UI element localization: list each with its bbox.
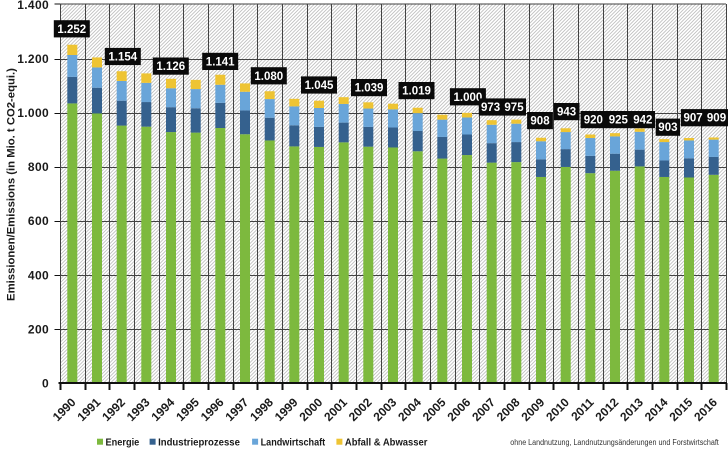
svg-text:Emissionen/Emissions (in Mio.: Emissionen/Emissions (in Mio. t CO2-equi… xyxy=(6,68,18,301)
svg-text:1.400: 1.400 xyxy=(17,0,49,12)
svg-text:Industrieprozesse: Industrieprozesse xyxy=(158,437,240,448)
svg-text:Energie: Energie xyxy=(106,437,140,448)
svg-text:800: 800 xyxy=(28,160,49,174)
svg-text:1.039: 1.039 xyxy=(355,83,384,95)
svg-text:908: 908 xyxy=(530,116,550,128)
svg-text:1.141: 1.141 xyxy=(206,56,235,68)
svg-text:1.045: 1.045 xyxy=(305,80,334,92)
svg-text:1.000: 1.000 xyxy=(454,92,483,104)
svg-text:920: 920 xyxy=(584,115,603,127)
svg-text:400: 400 xyxy=(28,268,49,282)
svg-text:1.080: 1.080 xyxy=(254,71,283,83)
svg-text:943: 943 xyxy=(557,107,576,119)
svg-text:1.019: 1.019 xyxy=(402,86,431,98)
svg-text:ohne Landnutzung, Landnutzungs: ohne Landnutzung, Landnutzungsänderungen… xyxy=(510,438,719,447)
svg-text:1.200: 1.200 xyxy=(17,52,49,66)
svg-text:973: 973 xyxy=(481,102,500,114)
svg-text:907: 907 xyxy=(684,113,703,125)
svg-text:925: 925 xyxy=(609,115,629,127)
svg-text:1.000: 1.000 xyxy=(17,106,49,120)
svg-text:0: 0 xyxy=(42,377,49,391)
svg-text:600: 600 xyxy=(28,214,49,228)
svg-text:903: 903 xyxy=(658,122,677,134)
svg-text:Landwirtschaft: Landwirtschaft xyxy=(261,437,326,448)
svg-text:975: 975 xyxy=(504,102,524,114)
svg-text:1.126: 1.126 xyxy=(156,61,185,73)
svg-text:1.154: 1.154 xyxy=(108,52,137,64)
svg-text:Abfall & Abwasser: Abfall & Abwasser xyxy=(345,437,428,448)
svg-text:200: 200 xyxy=(28,322,49,336)
svg-text:909: 909 xyxy=(707,113,726,125)
svg-text:1.252: 1.252 xyxy=(57,24,86,36)
svg-text:942: 942 xyxy=(633,115,652,127)
